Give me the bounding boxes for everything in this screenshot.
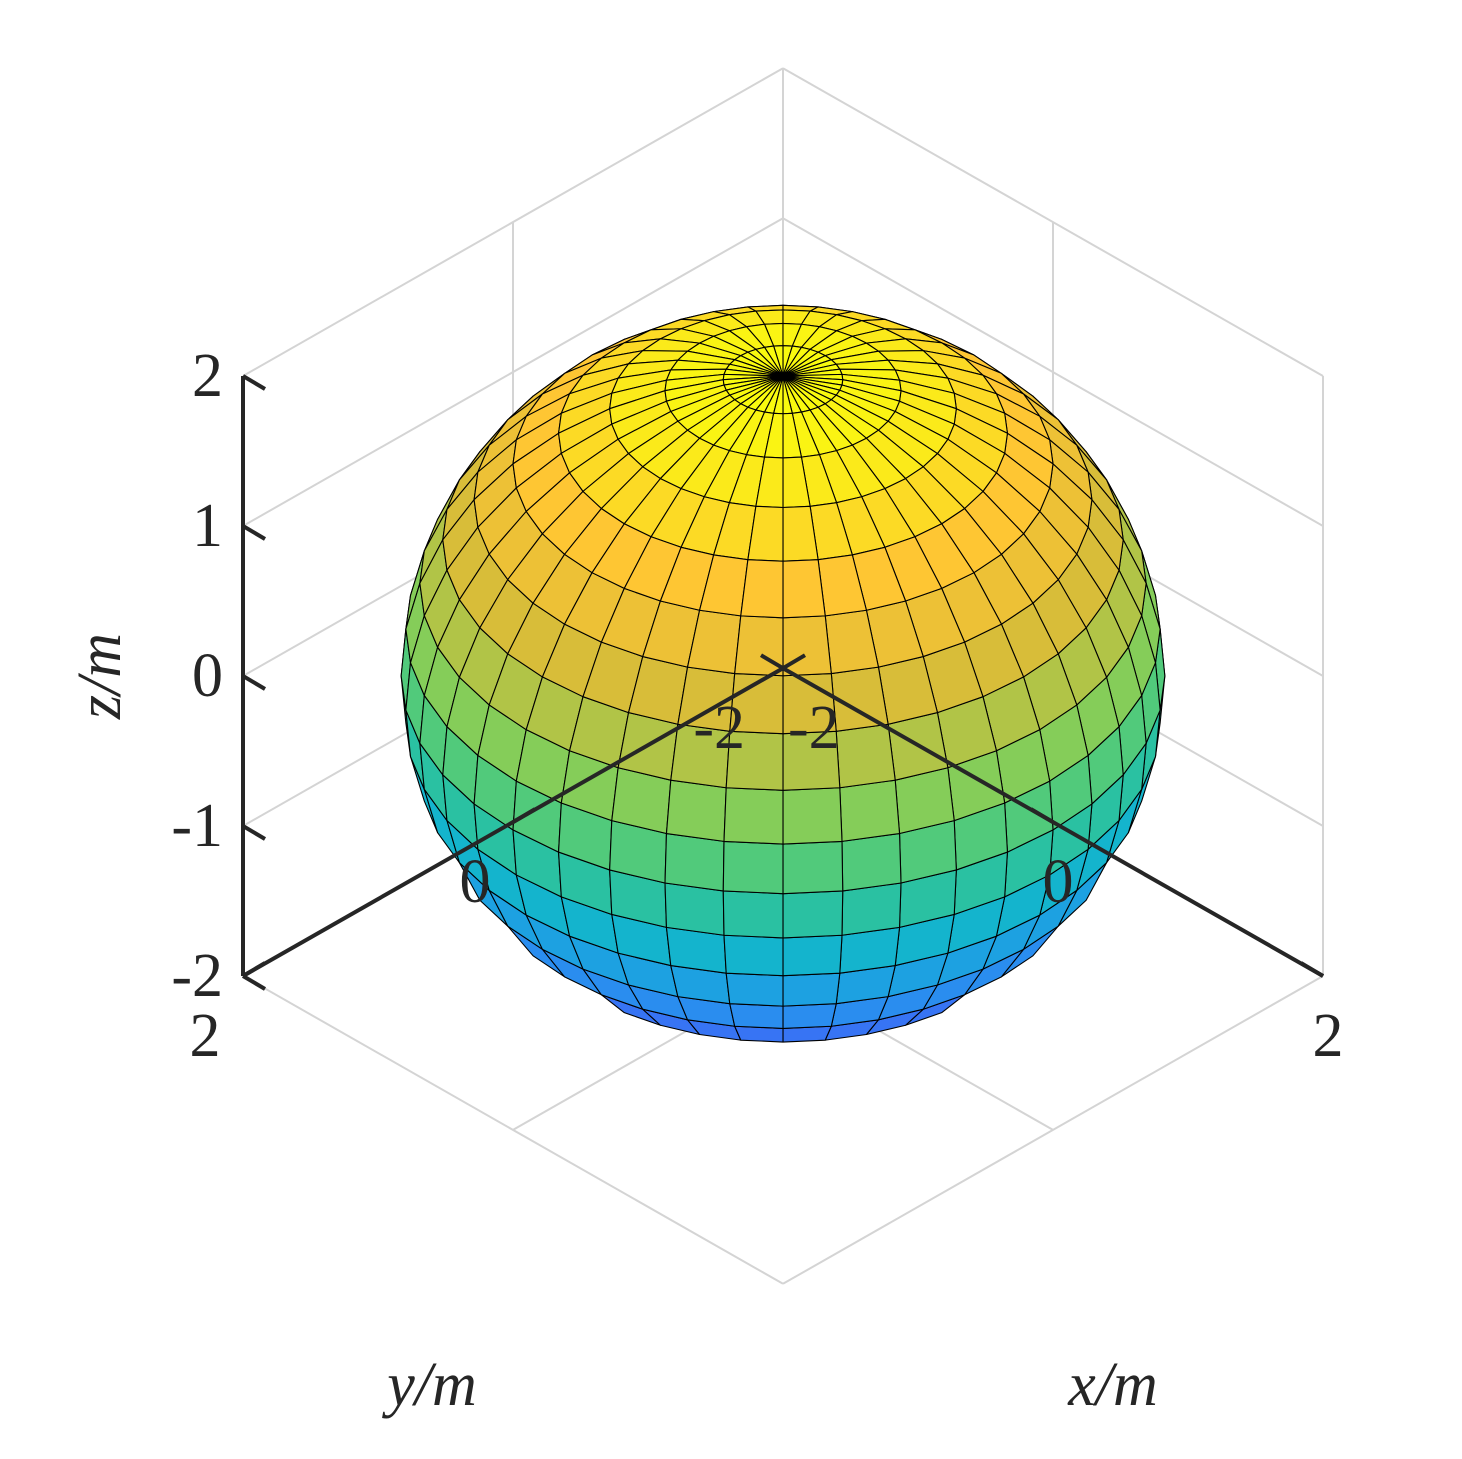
surface-facet [841,882,902,936]
z-tick-label: 1 [192,492,223,560]
y-tick [241,961,267,978]
x-tick [759,653,785,670]
axes-layer [241,374,1325,991]
surface-facet [782,787,843,845]
z-tick [241,524,267,541]
surface-facet [782,615,832,677]
z-tick [241,824,267,841]
surface-facet [782,972,841,1007]
y-tick-label: -2 [693,694,745,762]
y-axis-label: y/m [381,1351,477,1419]
z-tick-label: 2 [192,342,223,410]
surface-facet [782,934,843,977]
z-tick-label: -1 [171,792,223,860]
x-tick [1299,961,1325,978]
surface-facet [841,832,902,892]
surface-facet [664,882,725,936]
surface-facet [839,779,901,842]
surface-facet [782,840,844,895]
y-tick [511,807,537,824]
surface-facet [782,559,826,619]
x-tick [1029,807,1055,824]
surface-facet [722,840,784,895]
x-tick-label: -2 [788,694,840,762]
x-tick-label: 2 [1313,1002,1344,1070]
z-tick [241,674,267,691]
surface-facet [835,723,896,789]
y-tick-label: 0 [460,848,491,916]
x-axis-label: x/m [1067,1351,1158,1419]
z-tick [241,374,267,391]
surface-facet [729,1003,784,1029]
z-axis-label: z/m [66,633,134,720]
y-tick [781,653,807,670]
surface-facet [723,787,784,845]
surface-facet [665,779,727,842]
surface-facet [723,934,784,977]
z-tick [241,974,267,991]
grid-line [242,975,784,1285]
surface-facet [664,832,725,892]
y-tick-label: 2 [190,1002,221,1070]
surface-facet [734,615,784,677]
surface-facet [722,890,784,939]
surface-facet [725,972,784,1007]
z-tick-label: -2 [171,942,223,1010]
sphere-surface [400,304,1166,1043]
z-tick-label: 0 [192,642,223,710]
surface-facet [740,559,784,619]
surface-facet [782,1003,837,1029]
x-tick-label: 0 [1043,848,1074,916]
surface-facet [782,890,844,939]
